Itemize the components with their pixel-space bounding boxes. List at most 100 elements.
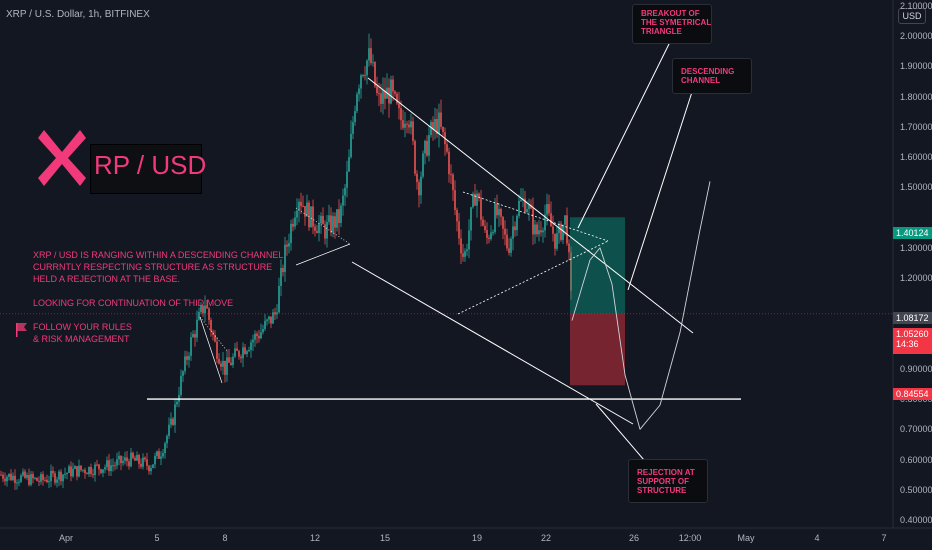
candle-body [166, 435, 168, 444]
candle-body [484, 225, 486, 231]
price-tick: 0.60000 [900, 454, 932, 465]
candle-body [344, 187, 346, 196]
candle-body [80, 465, 82, 471]
candle-body [570, 252, 572, 291]
candle-body [338, 209, 340, 223]
candle-body [564, 215, 566, 225]
last-price-label: 1.05260 14:36 [893, 328, 932, 354]
candle-body [472, 193, 474, 208]
candle-body [380, 93, 382, 104]
candle-body [250, 342, 252, 350]
candle-body [112, 465, 114, 467]
candle-body [376, 86, 378, 94]
callout-channel-text: DESCENDING CHANNEL [681, 67, 735, 85]
candle-body [438, 112, 440, 134]
risk-note: FOLLOW YOUR RULES & RISK MANAGEMENT [33, 322, 132, 344]
candle-body [414, 140, 416, 174]
candle-body [342, 195, 344, 206]
candle-body [374, 62, 376, 87]
candle-body [364, 75, 366, 77]
time-tick: 26 [628, 533, 640, 543]
candle-body [98, 464, 100, 470]
candle-body [398, 103, 400, 109]
currency-badge[interactable]: USD [898, 8, 926, 24]
candle-body [370, 48, 372, 64]
candle-body [406, 123, 408, 125]
candle-body [238, 350, 240, 357]
candle-body [260, 332, 262, 339]
candle-body [234, 348, 236, 357]
callout-breakout[interactable]: BREAKOUT OF THE SYMETRICAL TRIANGLE [632, 4, 712, 44]
candle-body [96, 464, 98, 466]
candle-body [12, 475, 14, 480]
callout-rejection[interactable]: REJECTION AT SUPPORT OF STRUCTURE [628, 459, 708, 503]
candle-body [422, 153, 424, 177]
candle-body [424, 140, 426, 154]
candle-body [412, 121, 414, 141]
candle-body [130, 452, 132, 467]
candle-body [464, 251, 466, 257]
candle-body [556, 233, 558, 249]
candle-body [504, 228, 506, 235]
candle-body [476, 193, 478, 206]
candle-body [162, 453, 164, 457]
candle-body [144, 457, 146, 460]
candle-body [454, 190, 456, 210]
callout-channel[interactable]: DESCENDING CHANNEL [672, 58, 752, 94]
time-tick: 8 [222, 533, 228, 543]
symbol-header[interactable]: XRP / U.S. Dollar, 1h, BITFINEX [6, 9, 150, 20]
candle-body [290, 223, 292, 244]
candle-body [548, 204, 550, 214]
candle-body [218, 358, 220, 364]
candle-body [122, 460, 124, 464]
candle-body [538, 230, 540, 235]
candle-body [430, 122, 432, 136]
price-tick: 1.50000 [900, 182, 932, 193]
candle-body [38, 480, 40, 482]
logo-box [90, 144, 202, 194]
candle-body [528, 204, 530, 210]
candle-body [312, 206, 314, 227]
candle-body [282, 267, 284, 273]
candle-body [506, 234, 508, 249]
candle-body [208, 308, 210, 320]
candle-body [2, 474, 4, 479]
candle-body [36, 477, 38, 481]
candle-body [298, 201, 300, 211]
candle-body [32, 474, 34, 479]
candle-body [168, 424, 170, 436]
candle-body [288, 243, 290, 247]
candle-body [50, 470, 52, 482]
rejection-pointer [595, 403, 645, 461]
last-price-value: 1.05260 [896, 329, 929, 339]
candle-body [508, 248, 510, 253]
candle-body [272, 312, 274, 324]
candle-body [304, 206, 306, 217]
candle-body [44, 479, 46, 481]
candle-body [190, 337, 192, 356]
candle-body [248, 349, 250, 352]
price-tick: 1.30000 [900, 242, 932, 253]
candle-body [436, 119, 438, 134]
stop-zone [570, 313, 625, 386]
candle-body [88, 466, 90, 475]
candle-body [402, 120, 404, 128]
candle-body [154, 456, 156, 465]
candle-body [134, 457, 136, 461]
candle-body [172, 418, 174, 425]
candle-body [62, 474, 64, 482]
candle-body [18, 481, 20, 483]
callout-breakout-text: BREAKOUT OF THE SYMETRICAL TRIANGLE [641, 9, 712, 36]
candle-body [296, 210, 298, 218]
candle-body [120, 455, 122, 464]
candle-body [354, 111, 356, 123]
candle-body [164, 443, 166, 454]
candle-body [526, 209, 528, 213]
candle-body [394, 91, 396, 94]
candle-body [212, 331, 214, 335]
candle-body [510, 238, 512, 253]
candle-body [40, 474, 42, 482]
candle-body [158, 451, 160, 459]
candle-body [202, 305, 204, 314]
candle-body [400, 108, 402, 121]
